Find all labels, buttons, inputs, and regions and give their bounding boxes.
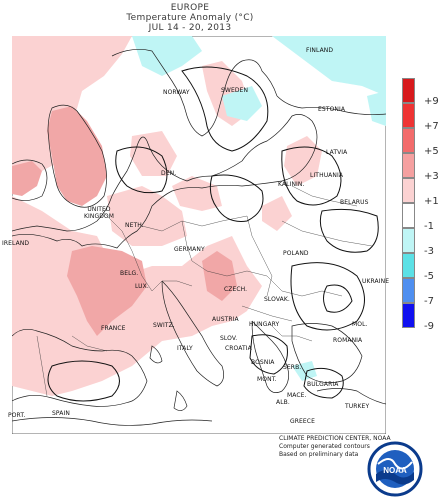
country-label-czech: CZECH. — [224, 286, 248, 293]
legend-label: +5 — [424, 146, 439, 157]
country-label-turkey: TURKEY — [345, 403, 370, 410]
country-label-hungary: HUNGARY — [249, 321, 280, 328]
map-period-title: JUL 14 - 20, 2013 — [148, 23, 232, 33]
legend-label: +7 — [424, 121, 439, 132]
country-label-spain: SPAIN — [52, 410, 70, 417]
country-label-austria: AUSTRIA — [212, 316, 239, 323]
country-label-ireland: IRELAND — [2, 240, 30, 247]
country-label-italy: ITALY — [177, 345, 193, 352]
legend-label: +3 — [424, 171, 439, 182]
legend-swatch — [402, 103, 415, 128]
country-label-switz: SWITZ. — [153, 322, 175, 329]
legend-swatch — [402, 228, 415, 253]
country-label-uk: UNITED KINGDOM — [83, 206, 115, 220]
noaa-logo: NOAA — [367, 441, 423, 497]
country-label-slovak: SLOVAK. — [264, 296, 290, 303]
legend-label: -7 — [424, 296, 434, 307]
country-label-kalinin: KALININ. — [278, 181, 305, 188]
country-label-bulgaria: BULGARIA — [307, 381, 339, 388]
anomaly-contours — [47, 66, 379, 402]
country-label-belg: BELG. — [120, 270, 139, 277]
country-label-poland: POLAND — [283, 250, 309, 257]
legend-swatch — [402, 128, 415, 153]
color-legend — [402, 78, 416, 328]
legend-swatch — [402, 78, 415, 103]
country-label-ukraine: UKRAINE — [362, 278, 390, 285]
legend-label: -5 — [424, 271, 434, 282]
country-label-serb: SERB. — [283, 364, 302, 371]
legend-label: -1 — [424, 221, 434, 232]
country-label-lux: LUX. — [135, 283, 149, 290]
country-label-croatia: CROATIA — [225, 345, 252, 352]
country-label-latvia: LATVIA — [326, 149, 348, 156]
country-label-den: DEN. — [161, 170, 177, 177]
country-label-lithuania: LITHUANIA — [310, 172, 344, 179]
legend-label: +1 — [424, 196, 439, 207]
legend-label: -9 — [424, 321, 434, 332]
credit-line-1: CLIMATE PREDICTION CENTER, NOAA — [279, 435, 391, 442]
country-label-greece: GREECE — [290, 418, 315, 425]
map-region-title: EUROPE — [170, 3, 210, 13]
coastlines — [12, 49, 386, 426]
country-label-romania: ROMANIA — [333, 337, 363, 344]
country-label-mace: MACE. — [287, 392, 307, 399]
country-borders — [36, 185, 373, 397]
legend-swatch — [402, 303, 415, 328]
country-label-port: PORT. — [8, 412, 26, 419]
country-label-bosnia: BOSNIA — [251, 359, 275, 366]
country-label-mol: MOL. — [352, 321, 368, 328]
legend-label: +9 — [424, 96, 439, 107]
country-label-germany: GERMANY — [174, 246, 205, 253]
legend-swatch — [402, 203, 415, 228]
legend-swatch — [402, 178, 415, 203]
country-label-mont: MONT. — [257, 376, 277, 383]
anomaly-map — [12, 36, 386, 434]
legend-swatch — [402, 278, 415, 303]
legend-swatch — [402, 253, 415, 278]
legend-label: -3 — [424, 246, 434, 257]
credit-line-2: Computer generated contours — [279, 443, 370, 450]
country-label-alb: ALB. — [276, 399, 290, 406]
country-label-belarus: BELARUS — [340, 199, 369, 206]
country-label-norway: NORWAY — [163, 89, 190, 96]
warm-anomaly-medium-areas — [12, 106, 237, 336]
country-label-slov: SLOV. — [220, 335, 238, 342]
noaa-logo-text: NOAA — [383, 466, 407, 475]
credit-line-3: Based on preliminary data — [279, 451, 359, 458]
country-label-france: FRANCE — [101, 325, 126, 332]
cool-anomaly-areas — [132, 36, 386, 381]
country-label-sweden: SWEDEN — [221, 87, 249, 94]
country-label-estonia: ESTONIA — [318, 106, 346, 113]
country-label-finland: FINLAND — [306, 47, 334, 54]
legend-swatch — [402, 153, 415, 178]
map-product-title: Temperature Anomaly (°C) — [126, 13, 254, 23]
country-label-neth: NETH. — [125, 222, 144, 229]
